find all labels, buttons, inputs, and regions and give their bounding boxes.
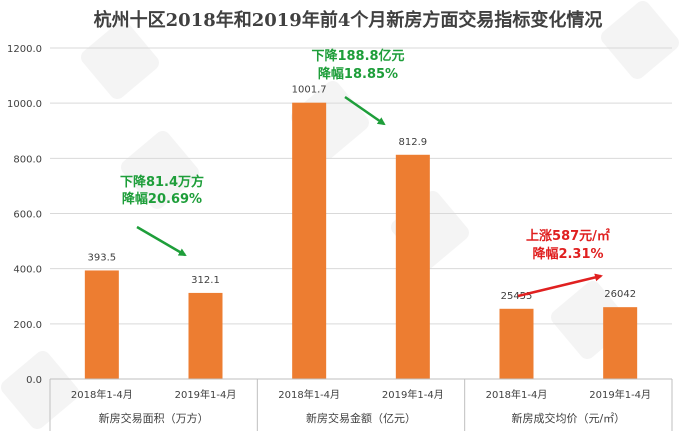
y-tick-label: 600.0 — [13, 210, 42, 221]
bar — [292, 102, 327, 379]
x-group-label: 新房交易金额（亿元） — [306, 411, 416, 425]
arrow-area — [136, 225, 187, 257]
y-axis-ticks: 0.0 200.0 400.0 600.0 800.0 1000.0 1200.0 — [7, 44, 42, 386]
bar — [499, 308, 534, 379]
y-tick-label: 1000.0 — [7, 99, 42, 110]
bar-value-label: 1001.7 — [292, 85, 327, 96]
annotation-amount-line1: 下降188.8亿元 — [311, 48, 404, 64]
x-group-label: 新房交易面积（万方） — [99, 411, 209, 425]
bar-value-label: 25455 — [501, 291, 533, 302]
x-category-label: 2018年1-4月 — [278, 388, 340, 401]
gridlines — [50, 47, 672, 325]
x-category-label: 2019年1-4月 — [589, 388, 651, 401]
y-tick-label: 1200.0 — [7, 44, 42, 55]
x-category-label: 2019年1-4月 — [382, 388, 444, 401]
annotation-price: 上涨587元/㎡ 降幅2.31% — [517, 228, 610, 298]
x-group-label: 新房成交均价（元/㎡） — [511, 411, 625, 425]
bar — [603, 307, 638, 379]
chart-title: 杭州十区2018年和2019年前4个月新房方面交易指标变化情况 — [94, 9, 603, 31]
bar — [188, 292, 223, 379]
y-tick-label: 0.0 — [26, 375, 42, 386]
bar-value-label: 312.1 — [191, 275, 220, 286]
bar-value-label: 393.5 — [88, 252, 117, 263]
y-tick-label: 800.0 — [13, 154, 42, 165]
value-labels: 393.5 312.1 1001.7 812.9 25455 26042 — [88, 85, 637, 302]
annotation-amount-line2: 降幅18.85% — [318, 66, 398, 82]
y-tick-label: 200.0 — [13, 320, 42, 331]
bar — [84, 270, 119, 379]
annotation-area-line1: 下降81.4万方 — [120, 174, 204, 190]
x-category-label: 2019年1-4月 — [175, 388, 237, 401]
annotation-price-line1: 上涨587元/㎡ — [526, 228, 610, 244]
bar-value-label: 26042 — [604, 289, 636, 300]
arrow-price — [517, 273, 603, 298]
annotation-area-line2: 降幅20.69% — [122, 191, 202, 207]
x-category-label: 2018年1-4月 — [71, 388, 133, 401]
annotation-area: 下降81.4万方 降幅20.69% — [120, 174, 204, 257]
bars — [84, 102, 638, 379]
arrow-amount — [344, 95, 386, 126]
y-tick-label: 400.0 — [13, 265, 42, 276]
annotation-amount: 下降188.8亿元 降幅18.85% — [311, 48, 405, 126]
bar — [395, 154, 430, 379]
bar-value-label: 812.9 — [399, 137, 428, 148]
x-category-label: 2018年1-4月 — [486, 388, 548, 401]
annotation-price-line2: 降幅2.31% — [532, 246, 603, 262]
